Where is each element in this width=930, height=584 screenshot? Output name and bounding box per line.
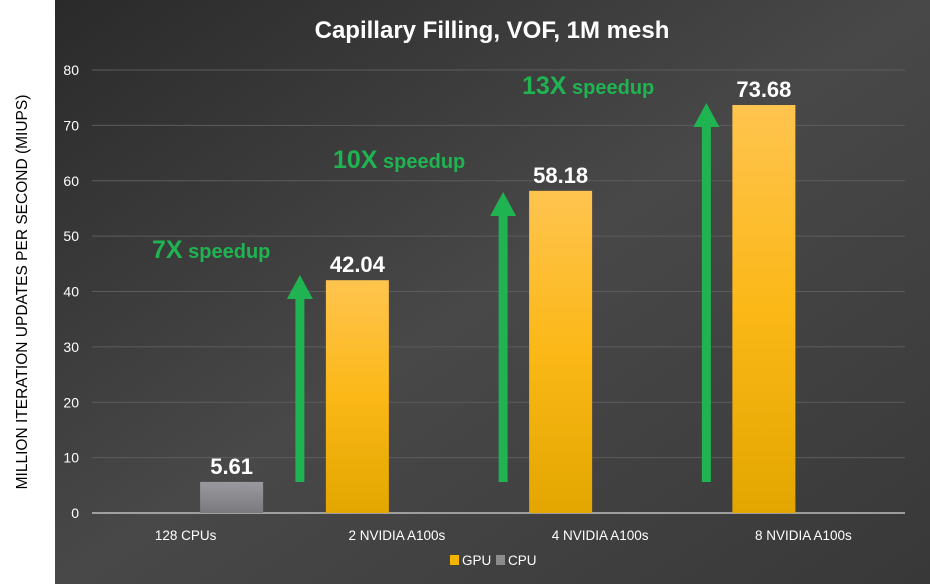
speedup-arrow-shaft: [498, 214, 508, 482]
y-tick-label: 30: [63, 339, 79, 355]
y-tick-label: 20: [63, 394, 79, 410]
y-tick-label: 0: [71, 505, 79, 521]
x-tick-label: 2 NVIDIA A100s: [348, 528, 445, 543]
data-label: 5.61: [210, 454, 253, 479]
y-tick-label: 10: [63, 450, 79, 466]
bar-gpu: [732, 104, 796, 513]
data-label: 58.18: [533, 163, 588, 188]
speedup-annotation: 7X speedup: [152, 236, 270, 264]
y-tick-label: 60: [63, 173, 79, 189]
speedup-arrow-shaft: [295, 297, 305, 482]
speedup-arrow-head: [693, 103, 720, 127]
speedup-annotation: 13X speedup: [522, 72, 654, 100]
y-tick-label: 40: [63, 284, 79, 300]
x-tick-label: 8 NVIDIA A100s: [755, 528, 852, 543]
y-tick-label: 70: [63, 117, 79, 133]
data-label: 42.04: [330, 252, 386, 277]
speedup-arrow-head: [490, 192, 517, 216]
y-axis-label: MILLION ITERATION UPDATES PER SECOND (MI…: [14, 95, 31, 490]
legend-label: GPU: [462, 553, 491, 568]
speedup-annotation: 10X speedup: [333, 146, 465, 174]
bar-gpu: [529, 190, 593, 513]
data-label: 73.68: [736, 77, 791, 102]
legend-swatch-gpu: [450, 555, 459, 565]
legend-swatch-cpu: [496, 555, 505, 565]
speedup-arrow-head: [286, 275, 313, 299]
legend-label: CPU: [508, 553, 537, 568]
bar-gpu: [325, 280, 389, 513]
bar-cpu: [200, 481, 264, 513]
y-tick-label: 50: [63, 228, 79, 244]
chart-title: Capillary Filling, VOF, 1M mesh: [315, 17, 670, 44]
x-tick-label: 128 CPUs: [155, 528, 217, 543]
y-tick-label: 80: [63, 62, 79, 78]
speedup-arrow-shaft: [701, 125, 711, 482]
x-tick-label: 4 NVIDIA A100s: [552, 528, 649, 543]
